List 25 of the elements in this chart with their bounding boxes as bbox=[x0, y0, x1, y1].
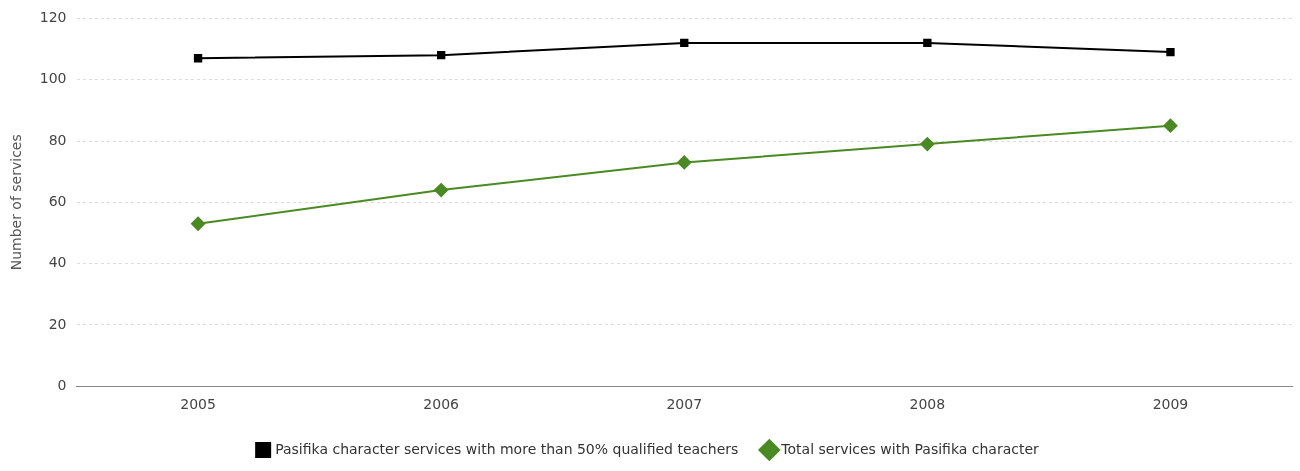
point bbox=[436, 51, 446, 60]
y-axis-title: Number of services bbox=[8, 134, 25, 271]
legend-label: Total services with Pasifika character bbox=[780, 440, 1040, 457]
point bbox=[193, 54, 203, 63]
x-tick-label: 2007 bbox=[666, 396, 703, 413]
point bbox=[1166, 47, 1175, 57]
point bbox=[191, 216, 206, 231]
x-tick-label: 2006 bbox=[423, 396, 460, 413]
x-tick-label: 2009 bbox=[1152, 396, 1189, 413]
x-tick-label: 2005 bbox=[180, 396, 216, 413]
y-tick-label: 0 bbox=[57, 376, 67, 393]
y-tick-label: 20 bbox=[48, 315, 67, 332]
y-tick-label: 80 bbox=[48, 131, 67, 148]
point bbox=[677, 155, 692, 170]
point bbox=[1163, 118, 1178, 133]
y-tick-label: 40 bbox=[48, 254, 67, 271]
y-tick-label: 60 bbox=[48, 192, 67, 209]
point bbox=[920, 137, 935, 152]
point bbox=[923, 38, 932, 48]
x-tick-label: 2008 bbox=[909, 396, 946, 413]
point bbox=[434, 183, 449, 198]
legend-label: Pasifika character services with more than 50% qualified teachers bbox=[275, 440, 739, 457]
point bbox=[680, 38, 689, 48]
y-tick-label: 120 bbox=[39, 9, 67, 26]
y-tick-label: 100 bbox=[39, 70, 67, 87]
